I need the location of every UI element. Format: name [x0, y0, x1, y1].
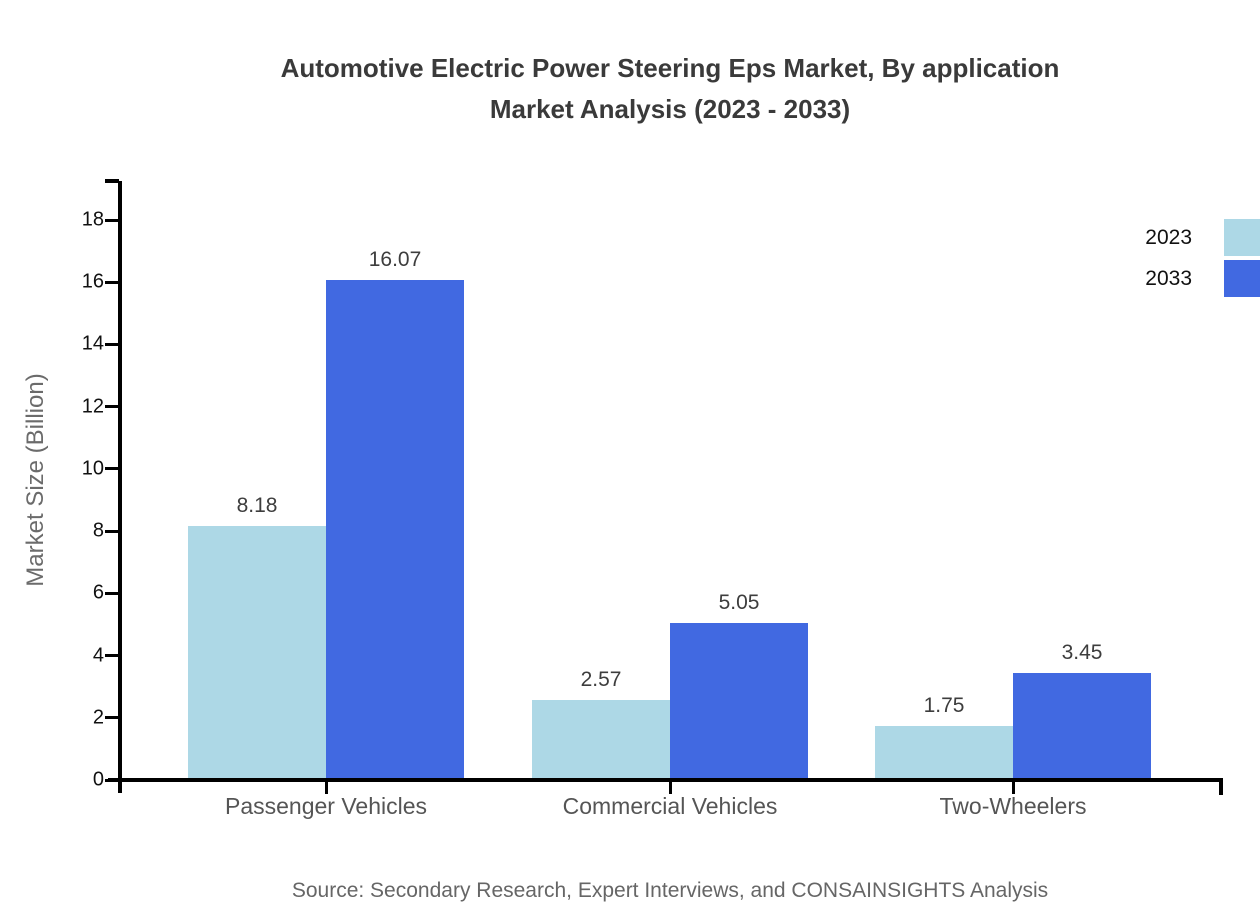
chart-title-line1: Automotive Electric Power Steering Eps M… — [280, 53, 1060, 83]
y-tick — [105, 716, 118, 720]
y-tick-label: 4 — [92, 644, 104, 667]
legend-swatch — [1224, 260, 1260, 297]
legend-swatch — [1224, 219, 1260, 256]
x-tick — [1011, 780, 1015, 794]
chart-title-line2: Market Analysis (2023 - 2033) — [489, 94, 851, 124]
bar-2023-commercial-vehicles — [532, 700, 670, 780]
x-category-label: Commercial Vehicles — [562, 793, 778, 819]
y-tick — [105, 218, 118, 222]
legend-item-2033: 2033 — [1145, 260, 1260, 297]
y-tick — [105, 280, 118, 284]
y-tick — [105, 529, 118, 533]
x-axis-line — [108, 778, 1223, 782]
legend: 2023 2033 — [1145, 219, 1260, 297]
x-axis-end-cap — [1219, 778, 1223, 795]
x-tick — [668, 780, 672, 794]
y-tick-label: 16 — [81, 270, 104, 293]
x-tick — [324, 780, 328, 794]
legend-label: 2033 — [1145, 266, 1192, 290]
bar-2023-two-wheelers — [875, 725, 1013, 780]
bar-value-label: 16.07 — [368, 248, 422, 272]
y-tick — [105, 405, 118, 409]
y-tick-label: 0 — [92, 768, 104, 791]
bar-2033-two-wheelers — [1013, 672, 1151, 780]
y-tick-label: 10 — [81, 457, 104, 480]
x-category-label: Passenger Vehicles — [224, 793, 428, 819]
y-tick — [105, 654, 118, 658]
y-tick-label: 6 — [92, 581, 104, 604]
bar-2033-passenger-vehicles — [326, 280, 464, 780]
bar-2023-passenger-vehicles — [188, 525, 326, 780]
y-tick — [105, 342, 118, 346]
y-tick — [105, 467, 118, 471]
legend-item-2023: 2023 — [1145, 219, 1260, 256]
y-axis-top-cap — [105, 179, 119, 183]
source-note: Source: Secondary Research, Expert Inter… — [291, 879, 1049, 902]
y-tick-label: 12 — [81, 395, 104, 418]
chart-title: Automotive Electric Power Steering Eps M… — [80, 48, 1260, 130]
bar-value-label: 5.05 — [718, 590, 760, 614]
bar-2033-commercial-vehicles — [670, 622, 808, 780]
y-tick-label: 18 — [81, 208, 104, 231]
y-axis-line — [118, 181, 122, 793]
bar-value-label: 8.18 — [236, 493, 278, 517]
bar-value-label: 1.75 — [923, 693, 965, 717]
bar-value-label: 3.45 — [1061, 640, 1103, 664]
y-tick-label: 8 — [92, 519, 104, 542]
x-category-label: Two-Wheelers — [939, 793, 1087, 819]
y-tick-label: 2 — [92, 706, 104, 729]
bar-value-label: 2.57 — [580, 668, 622, 692]
y-tick — [105, 591, 118, 595]
legend-label: 2023 — [1145, 225, 1192, 249]
y-tick-label: 14 — [81, 332, 104, 355]
y-tick — [105, 778, 118, 782]
